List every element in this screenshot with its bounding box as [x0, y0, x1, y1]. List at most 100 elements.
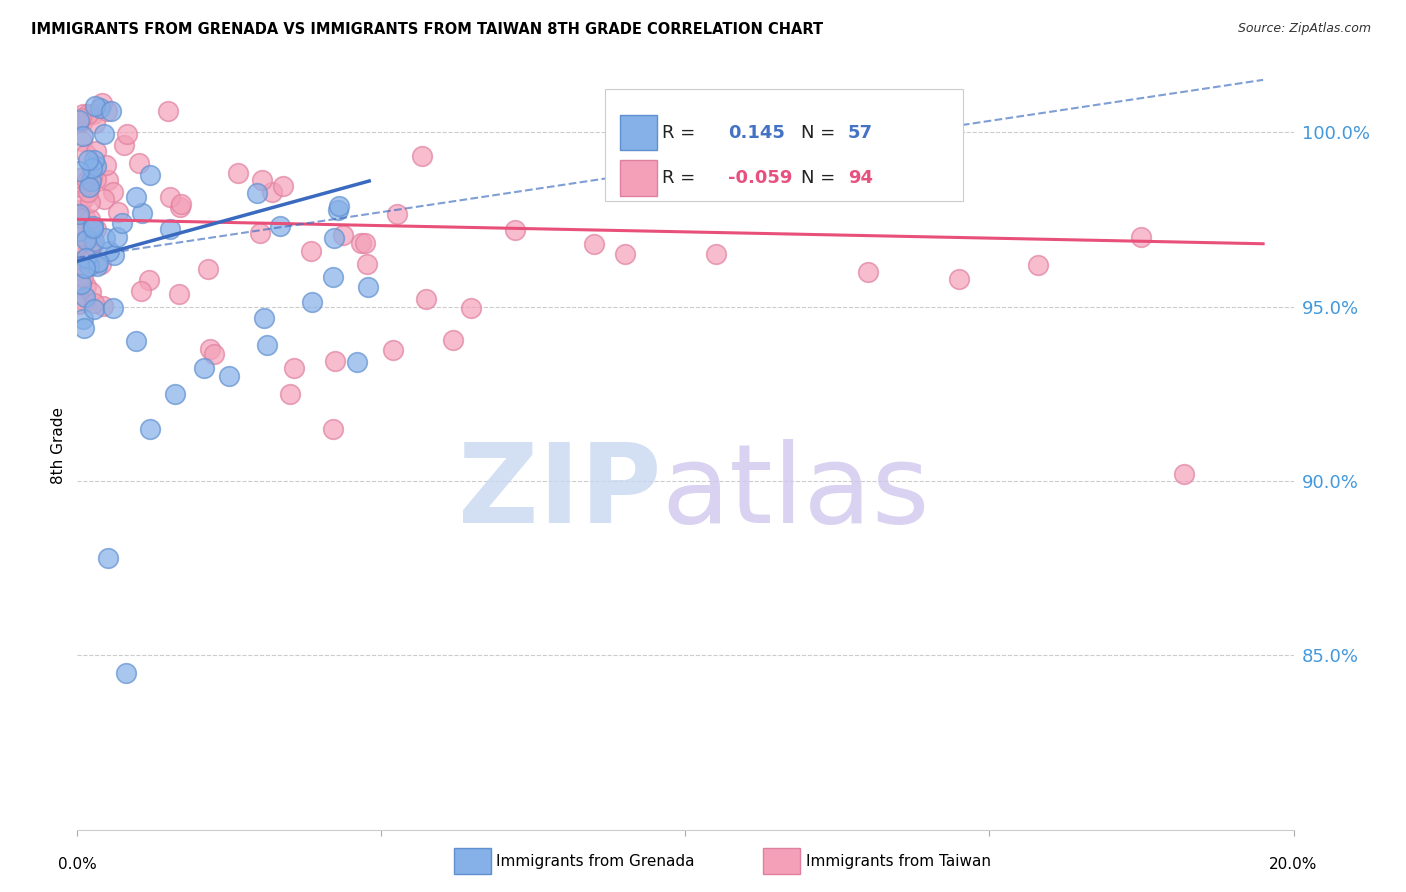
- Point: [1173, 467, 1195, 481]
- Point: [101, 185, 124, 199]
- Point: [110, 216, 132, 230]
- Point: [354, 236, 377, 251]
- Text: IMMIGRANTS FROM GRENADA VS IMMIGRANTS FROM TAIWAN 8TH GRADE CORRELATION CHART: IMMIGRANTS FROM GRENADA VS IMMIGRANTS FR…: [31, 22, 823, 37]
- Point: [204, 347, 226, 361]
- Point: [79, 179, 101, 194]
- Text: 0.145: 0.145: [728, 124, 785, 142]
- Point: [283, 361, 305, 376]
- Point: [72, 311, 94, 326]
- Point: [159, 190, 181, 204]
- Point: [332, 227, 354, 242]
- Point: [193, 360, 215, 375]
- Point: [75, 230, 97, 244]
- Point: [278, 386, 301, 401]
- Text: Source: ZipAtlas.com: Source: ZipAtlas.com: [1237, 22, 1371, 36]
- Point: [704, 247, 727, 261]
- Point: [67, 297, 90, 311]
- Point: [70, 253, 93, 268]
- Point: [67, 115, 90, 129]
- Point: [128, 156, 150, 170]
- Point: [112, 138, 135, 153]
- Text: atlas: atlas: [661, 439, 929, 546]
- Point: [67, 224, 90, 238]
- Point: [96, 104, 118, 119]
- Point: [82, 107, 104, 121]
- Point: [156, 103, 179, 118]
- Point: [82, 221, 104, 235]
- Point: [93, 192, 115, 206]
- Point: [72, 113, 94, 128]
- Point: [89, 101, 111, 115]
- Point: [77, 185, 100, 199]
- Text: -0.059: -0.059: [728, 169, 793, 186]
- Point: [67, 277, 90, 292]
- Point: [69, 235, 91, 250]
- Point: [67, 258, 90, 272]
- Point: [75, 261, 97, 276]
- Point: [83, 302, 105, 317]
- Point: [77, 153, 100, 168]
- Point: [80, 174, 103, 188]
- Point: [70, 180, 93, 194]
- Y-axis label: 8th Grade: 8th Grade: [51, 408, 66, 484]
- Point: [67, 207, 90, 221]
- Text: Immigrants from Taiwan: Immigrants from Taiwan: [806, 854, 991, 869]
- Point: [77, 259, 100, 273]
- Point: [250, 173, 273, 187]
- Point: [90, 257, 112, 271]
- Point: [80, 285, 103, 299]
- Point: [246, 186, 269, 200]
- Point: [73, 191, 96, 205]
- Point: [72, 107, 94, 121]
- Point: [79, 211, 101, 226]
- Point: [75, 147, 97, 161]
- Point: [613, 247, 636, 261]
- Point: [76, 251, 98, 265]
- Text: 57: 57: [848, 124, 873, 142]
- Point: [382, 343, 405, 357]
- Text: N =: N =: [801, 169, 835, 186]
- Point: [75, 233, 97, 247]
- Point: [197, 262, 219, 277]
- Point: [415, 292, 437, 306]
- Point: [84, 159, 107, 173]
- Point: [69, 112, 91, 126]
- Point: [346, 355, 368, 369]
- Point: [97, 173, 120, 187]
- Point: [105, 230, 128, 244]
- Point: [170, 196, 193, 211]
- Point: [583, 236, 606, 251]
- Text: N =: N =: [801, 124, 835, 142]
- Point: [73, 290, 96, 304]
- Point: [86, 144, 108, 158]
- Point: [115, 665, 138, 680]
- Point: [82, 237, 104, 252]
- Point: [460, 301, 482, 316]
- Point: [72, 270, 94, 285]
- Text: R =: R =: [662, 169, 696, 186]
- Point: [198, 342, 221, 356]
- Point: [72, 128, 94, 143]
- Point: [76, 174, 98, 188]
- Point: [167, 286, 190, 301]
- Point: [138, 273, 160, 287]
- Point: [91, 96, 114, 111]
- Point: [269, 219, 291, 234]
- Point: [70, 134, 93, 148]
- Point: [83, 116, 105, 130]
- Point: [75, 279, 97, 293]
- Point: [131, 206, 153, 220]
- Point: [356, 258, 378, 272]
- Point: [86, 172, 108, 186]
- Point: [169, 200, 191, 214]
- Text: R =: R =: [662, 124, 696, 142]
- Point: [322, 421, 344, 435]
- Point: [75, 294, 97, 309]
- Text: 20.0%: 20.0%: [1270, 857, 1317, 872]
- Point: [856, 265, 879, 279]
- Point: [80, 169, 103, 184]
- Point: [80, 161, 103, 176]
- Point: [67, 113, 90, 128]
- Point: [271, 179, 294, 194]
- Point: [83, 153, 105, 168]
